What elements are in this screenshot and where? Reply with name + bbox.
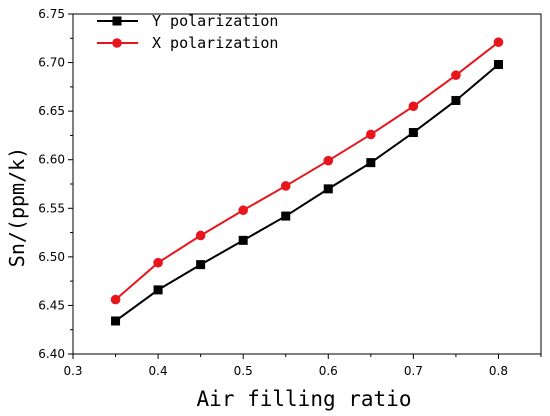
plot-frame bbox=[72, 13, 542, 355]
legend-marker bbox=[112, 16, 122, 26]
x-tick-label: 0.5 bbox=[234, 364, 253, 378]
legend-label: Y polarization bbox=[152, 12, 278, 30]
data-point bbox=[280, 181, 291, 191]
data-point bbox=[281, 211, 291, 221]
data-point bbox=[451, 70, 461, 80]
data-point bbox=[451, 95, 461, 105]
legend-marker bbox=[112, 38, 122, 48]
x-axis-ticks: 0.3 0.4 0.5 0.6 0.7 0.8 bbox=[63, 354, 542, 378]
data-point bbox=[153, 257, 163, 268]
y-tick-label: 6.75 bbox=[38, 7, 65, 21]
data-point bbox=[323, 155, 334, 166]
data-point bbox=[153, 285, 163, 295]
series-layer bbox=[110, 37, 504, 326]
data-point bbox=[196, 260, 206, 270]
y-tick-label: 6.60 bbox=[38, 153, 65, 167]
x-tick-label: 0.8 bbox=[489, 364, 508, 378]
x-tick-label: 0.4 bbox=[149, 364, 168, 378]
data-point bbox=[366, 158, 376, 168]
y-tick-label: 6.40 bbox=[38, 347, 65, 361]
data-point bbox=[195, 230, 206, 241]
data-point bbox=[238, 235, 248, 245]
y-tick-label: 6.65 bbox=[38, 104, 65, 118]
plot-area-border bbox=[72, 13, 542, 355]
data-point bbox=[493, 60, 503, 70]
data-point bbox=[408, 128, 418, 138]
x-tick-label: 0.7 bbox=[404, 364, 423, 378]
y-tick-label: 6.55 bbox=[38, 201, 65, 215]
legend: Y polarization X polarization bbox=[97, 12, 278, 52]
x-axis-label: Air filling ratio bbox=[197, 387, 412, 411]
data-point bbox=[493, 37, 504, 47]
x-tick-label: 0.3 bbox=[63, 364, 82, 378]
data-point bbox=[366, 129, 376, 140]
series-line bbox=[114, 63, 500, 322]
data-point bbox=[110, 294, 121, 305]
series-2 bbox=[110, 37, 504, 305]
data-point bbox=[323, 184, 333, 194]
series-line bbox=[114, 41, 500, 301]
y-axis-ticks: 6.40 6.45 6.50 6.55 6.60 6.65 6.70 6.75 bbox=[38, 7, 73, 361]
y-tick-label: 6.45 bbox=[38, 298, 65, 312]
data-point bbox=[238, 205, 248, 216]
series-1 bbox=[111, 60, 503, 326]
x-tick-label: 0.6 bbox=[319, 364, 338, 378]
data-point bbox=[111, 316, 121, 326]
y-tick-label: 6.50 bbox=[38, 250, 65, 264]
y-axis-label: Sn/(ppm/k) bbox=[5, 147, 29, 267]
legend-label: X polarization bbox=[152, 34, 278, 52]
y-tick-label: 6.70 bbox=[38, 56, 65, 70]
data-point bbox=[408, 101, 419, 112]
